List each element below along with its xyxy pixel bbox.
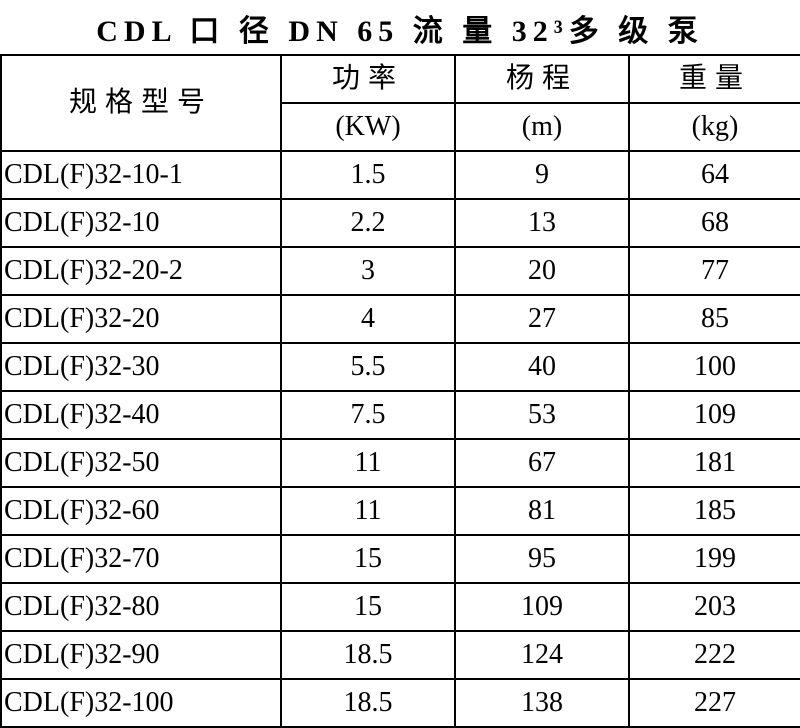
cell-power: 11	[281, 439, 455, 487]
cell-weight: 181	[629, 439, 800, 487]
cell-head: 109	[455, 583, 629, 631]
cell-weight: 203	[629, 583, 800, 631]
header-model: 规格型号	[1, 55, 281, 151]
table-row: CDL(F)32-2042785	[1, 295, 800, 343]
header-power-unit: (KW)	[281, 103, 455, 151]
cell-model: CDL(F)32-60	[1, 487, 281, 535]
header-power-label: 功率	[281, 55, 455, 103]
cell-head: 53	[455, 391, 629, 439]
header-head-label: 杨程	[455, 55, 629, 103]
cell-power: 18.5	[281, 679, 455, 727]
cell-model: CDL(F)32-40	[1, 391, 281, 439]
table-row: CDL(F)32-305.540100	[1, 343, 800, 391]
cell-power: 3	[281, 247, 455, 295]
table-row: CDL(F)32-10-11.5964	[1, 151, 800, 199]
cell-model: CDL(F)32-90	[1, 631, 281, 679]
table-row: CDL(F)32-9018.5124222	[1, 631, 800, 679]
table-row: CDL(F)32-601181185	[1, 487, 800, 535]
cell-head: 9	[455, 151, 629, 199]
cell-power: 1.5	[281, 151, 455, 199]
cell-model: CDL(F)32-80	[1, 583, 281, 631]
cell-power: 15	[281, 583, 455, 631]
cell-weight: 77	[629, 247, 800, 295]
cell-model: CDL(F)32-50	[1, 439, 281, 487]
cell-weight: 227	[629, 679, 800, 727]
header-head-unit: (m)	[455, 103, 629, 151]
cell-model: CDL(F)32-20-2	[1, 247, 281, 295]
cell-weight: 222	[629, 631, 800, 679]
table-row: CDL(F)32-20-232077	[1, 247, 800, 295]
cell-weight: 109	[629, 391, 800, 439]
header-model-label: 规格型号	[69, 87, 213, 118]
cell-power: 4	[281, 295, 455, 343]
table-row: CDL(F)32-10018.5138227	[1, 679, 800, 727]
cell-weight: 199	[629, 535, 800, 583]
cell-weight: 185	[629, 487, 800, 535]
cell-head: 95	[455, 535, 629, 583]
cell-power: 15	[281, 535, 455, 583]
table-row: CDL(F)32-102.21368	[1, 199, 800, 247]
spec-table: 规格型号 功率 杨程 重量 (KW) (m) (kg) CDL(F)32-10-…	[0, 54, 800, 728]
cell-power: 11	[281, 487, 455, 535]
table-row: CDL(F)32-501167181	[1, 439, 800, 487]
cell-head: 40	[455, 343, 629, 391]
cell-power: 18.5	[281, 631, 455, 679]
cell-model: CDL(F)32-30	[1, 343, 281, 391]
cell-head: 27	[455, 295, 629, 343]
cell-head: 81	[455, 487, 629, 535]
cell-power: 5.5	[281, 343, 455, 391]
cell-power: 7.5	[281, 391, 455, 439]
table-row: CDL(F)32-407.553109	[1, 391, 800, 439]
cell-model: CDL(F)32-70	[1, 535, 281, 583]
cell-model: CDL(F)32-10-1	[1, 151, 281, 199]
cell-power: 2.2	[281, 199, 455, 247]
cell-head: 13	[455, 199, 629, 247]
cell-weight: 68	[629, 199, 800, 247]
page-title: CDL 口 径 DN 65 流 量 32³多 级 泵	[0, 0, 800, 54]
cell-head: 20	[455, 247, 629, 295]
cell-model: CDL(F)32-10	[1, 199, 281, 247]
cell-weight: 64	[629, 151, 800, 199]
cell-head: 124	[455, 631, 629, 679]
cell-weight: 100	[629, 343, 800, 391]
cell-head: 67	[455, 439, 629, 487]
cell-model: CDL(F)32-100	[1, 679, 281, 727]
table-row: CDL(F)32-8015109203	[1, 583, 800, 631]
cell-model: CDL(F)32-20	[1, 295, 281, 343]
header-weight-label: 重量	[629, 55, 800, 103]
cell-head: 138	[455, 679, 629, 727]
header-weight-unit: (kg)	[629, 103, 800, 151]
table-row: CDL(F)32-701595199	[1, 535, 800, 583]
cell-weight: 85	[629, 295, 800, 343]
